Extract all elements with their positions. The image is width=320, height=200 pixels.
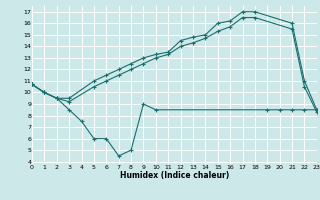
X-axis label: Humidex (Indice chaleur): Humidex (Indice chaleur): [120, 171, 229, 180]
